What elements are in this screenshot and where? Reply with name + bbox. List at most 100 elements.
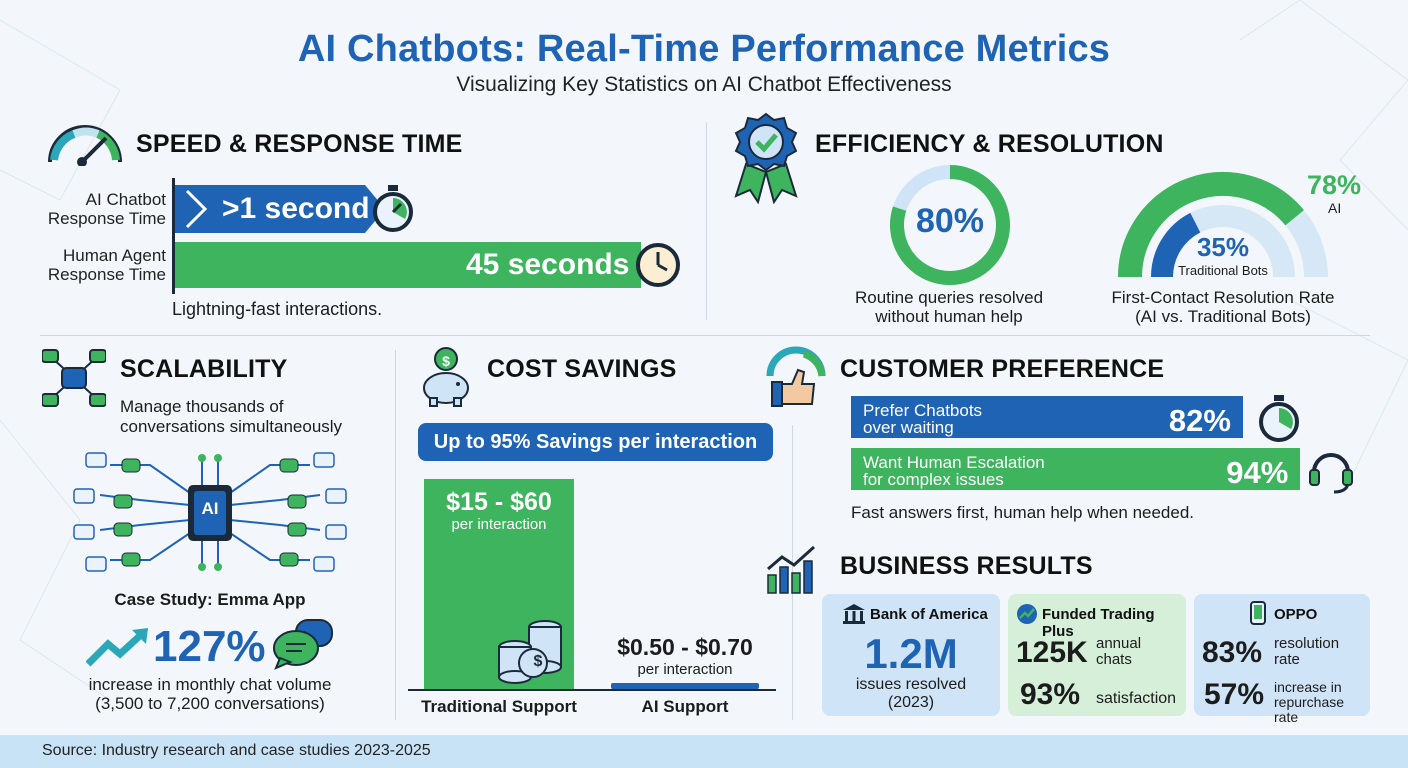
oppo-resolution-value: 83% [1202,636,1263,669]
ftp-satisfaction-value: 93% [1020,678,1081,711]
oppo-card: OPPO 83% resolution rate 57% increase in… [1194,594,1370,725]
funded-trading-plus-card: Funded Trading Plus 125K annual chats 93… [1008,594,1186,716]
want-human-label: Want Human Escalation for complex issues [863,454,1045,488]
preference-title: CUSTOMER PREFERENCE [840,355,1165,383]
divider-top [706,122,707,320]
funded-trading-plus-name: Funded Trading Plus [1042,606,1155,640]
ai-support-label: AI Support [641,697,729,716]
thumbs-up-gauge-icon [766,346,826,407]
headset-icon [1309,453,1353,494]
cost-title: COST SAVINGS [487,355,677,383]
network-chat-icon [42,349,106,407]
bar-chart-growth-icon [767,545,816,594]
oppo-name: OPPO [1274,606,1318,623]
oppo-repurchase-value: 57% [1204,678,1265,711]
ftp-chats-value: 125K [1016,636,1088,669]
piggy-bank-icon [423,347,469,407]
speed-caption: Lightning-fast interactions. [172,299,383,319]
ai-cost-bar [611,683,759,689]
case-study-title: Case Study: Emma App [114,590,306,609]
scalability-desc-line2: conversations simultaneously [120,417,343,436]
source-note: Source: Industry research and case studi… [42,742,431,759]
want-human-label-line1: Want Human Escalation [863,453,1045,472]
human-response-bar [175,242,641,288]
bank-icon [843,604,865,624]
bank-of-america-caption-line2: (2023) [887,694,935,711]
human-response-label: Human Agent Response Time [20,246,166,284]
coin-dollar-symbol: $ [533,653,543,670]
scalability-desc-line1: Manage thousands of [120,397,284,416]
oppo-repurchase-label: increase in repurchase rate [1274,680,1370,725]
prefer-chatbots-value: 82% [1168,403,1231,438]
ai-response-label: AI Chatbot Response Time [20,190,166,228]
bank-of-america-card: Bank of America 1.2M issues resolved (20… [822,594,1000,716]
award-badge-icon [734,112,798,204]
traditional-cost-value: $15 - $60 [446,488,552,516]
prefer-chatbots-label-line1: Prefer Chatbots [863,401,983,420]
ai-gauge-arc [1118,172,1304,278]
footer: Source: Industry research and case studi… [0,735,1408,768]
ai-network-diagram [73,452,347,572]
fcr-caption-line2: (AI vs. Traditional Bots) [1135,307,1311,326]
routine-caption-line1: Routine queries resolved [854,288,1044,307]
oppo-resolution-label: resolution rate [1274,636,1339,668]
speedometer-icon [48,125,122,166]
want-human-bar: Want Human Escalation for complex issues… [851,448,1301,490]
case-study-caption-line1: increase in monthly chat volume [88,675,332,694]
ai-response-label-line2: Response Time [47,209,166,228]
scalability-description: Manage thousands of conversations simult… [120,397,342,437]
speed-axis [172,178,175,294]
ai-chip-label: AI [201,499,219,518]
chat-bubbles-icon [273,619,333,670]
ai-fcr-value: 78% [1307,170,1362,200]
stopwatch-icon [373,185,413,232]
routine-value: 80% [915,202,985,240]
trading-logo-icon [1017,604,1037,624]
traditional-cost-unit: per interaction [451,516,547,533]
traditional-gauge-arc [1151,212,1201,278]
scalability-title: SCALABILITY [120,355,288,383]
ai-response-value: >1 second [222,192,370,225]
fcr-caption: First-Contact Resolution Rate (AI vs. Tr… [1096,288,1350,326]
want-human-label-line2: for complex issues [863,470,1004,489]
coins-stack-icon [498,620,562,684]
trend-up-icon [86,628,148,667]
routine-caption: Routine queries resolved without human h… [834,288,1064,326]
routine-caption-line2: without human help [875,307,1023,326]
speed-title: SPEED & RESPONSE TIME [136,130,463,158]
ai-cost-value: $0.50 - $0.70 [617,634,753,660]
traditional-support-label: Traditional Support [421,697,577,716]
fcr-caption-line1: First-Contact Resolution Rate [1111,288,1335,307]
bank-of-america-name: Bank of America [870,606,988,623]
human-response-label-line2: Response Time [47,265,166,284]
oppo-repurchase-label-line2: repurchase rate [1274,694,1345,725]
page-subtitle: Visualizing Key Statistics on AI Chatbot… [456,73,952,96]
case-study-caption: increase in monthly chat volume (3,500 t… [40,675,380,713]
routine-donut-chart [890,165,1010,285]
ai-cost-unit: per interaction [637,661,733,678]
traditional-fcr-label: Traditional Bots [1178,263,1268,278]
divider-middle [40,335,1370,336]
case-study-value: 127% [153,622,266,671]
fcr-gauge-chart [1118,172,1328,278]
prefer-chatbots-label: Prefer Chatbots over waiting [863,402,982,436]
oppo-resolution-label-line2: rate [1274,651,1300,668]
oppo-resolution-label-line1: resolution [1274,635,1340,652]
routine-donut-arc [890,165,1010,285]
ftp-chats-label: annual chats [1096,636,1141,668]
savings-banner: Up to 95% Savings per interaction [418,423,773,461]
piggy-coin-symbol: $ [442,353,450,369]
traditional-fcr-value: 35% [1196,232,1250,262]
bank-of-america-caption: issues resolved (2023) [822,676,1000,712]
want-human-value: 94% [1226,455,1289,490]
preference-caption: Fast answers first, human help when need… [851,503,1195,522]
page-title: AI Chatbots: Real-Time Performance Metri… [297,28,1111,70]
ftp-chats-label-line1: annual [1096,635,1142,652]
prefer-chatbots-bar: Prefer Chatbots over waiting 82% [851,396,1243,438]
cost-baseline [408,689,776,691]
ai-fcr-label: AI [1328,200,1342,216]
human-response-value: 45 seconds [466,248,630,281]
clock-icon [636,243,680,287]
efficiency-title: EFFICIENCY & RESOLUTION [815,130,1164,158]
